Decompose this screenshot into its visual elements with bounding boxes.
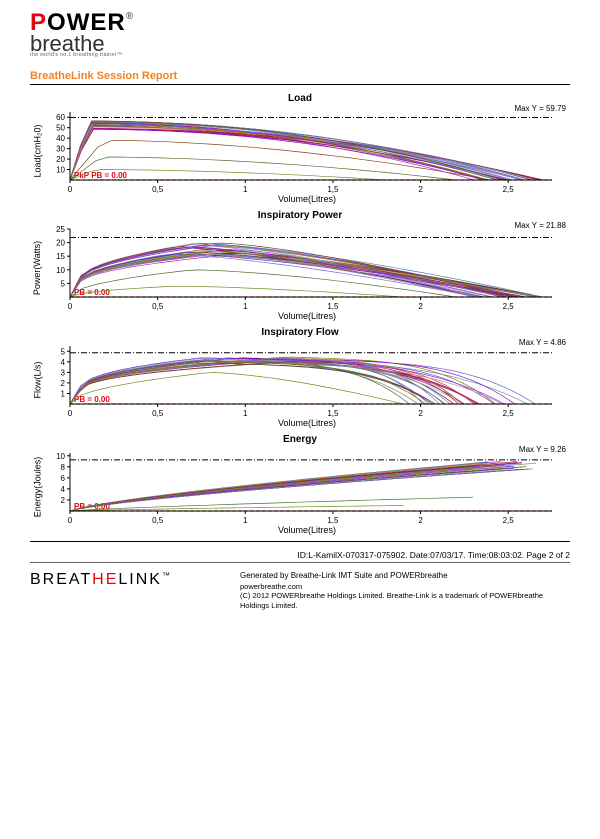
svg-text:1,5: 1,5 (327, 409, 339, 418)
chart-load: Load Load(cmH₂0) Max Y = 59.79 PkP PB = 0.0… (30, 93, 570, 204)
svg-text:2,5: 2,5 (503, 302, 515, 311)
svg-text:50: 50 (56, 124, 65, 133)
header: POWER® breathe the world's no.1 breathin… (0, 0, 600, 62)
svg-text:0,5: 0,5 (152, 409, 164, 418)
svg-text:5: 5 (61, 348, 66, 357)
footer-row: BREATHELINK™ Generated by Breathe-Link I… (0, 563, 600, 611)
footer-rule-top (30, 541, 570, 542)
svg-text:PkP PB = 0.00: PkP PB = 0.00 (74, 171, 128, 180)
svg-text:1,5: 1,5 (327, 302, 339, 311)
y-axis-label: Flow(L/s) (30, 340, 44, 420)
y-axis-label: Energy(Joules) (30, 447, 44, 527)
svg-text:25: 25 (56, 225, 65, 234)
y-axis-label: Load(cmH₂0) (30, 106, 44, 196)
chart-flow: Inspiratory FlowFlow(L/s)Max Y = 4.86PB … (30, 327, 570, 428)
logo-tagline: the world's no.1 breathing trainer™ (30, 53, 570, 58)
bl-logo-accent: HE (92, 571, 118, 588)
registered-mark: ® (126, 11, 134, 22)
svg-text:20: 20 (56, 155, 65, 164)
chart-title: Load (30, 93, 570, 104)
svg-text:1: 1 (61, 390, 66, 399)
svg-text:15: 15 (56, 253, 65, 262)
svg-text:0,5: 0,5 (152, 516, 164, 525)
max-y-label: Max Y = 21.88 (512, 221, 568, 230)
svg-text:2: 2 (418, 185, 423, 194)
svg-text:4: 4 (61, 358, 66, 367)
svg-text:2,5: 2,5 (503, 409, 515, 418)
svg-text:0: 0 (68, 516, 73, 525)
y-axis-label: Power(Watts) (30, 223, 44, 313)
svg-text:40: 40 (56, 134, 65, 143)
svg-text:3: 3 (61, 369, 66, 378)
footer-url: powerbreathe.com (240, 582, 570, 592)
svg-text:20: 20 (56, 239, 65, 248)
svg-text:0,5: 0,5 (152, 302, 164, 311)
svg-text:2: 2 (61, 496, 66, 505)
chart-title: Inspiratory Flow (30, 327, 570, 338)
chart-power: Inspiratory PowerPower(Watts)Max Y = 21.… (30, 210, 570, 321)
max-y-label: Max Y = 4.86 (517, 338, 568, 347)
footer-copyright: (C) 2012 POWERbreathe Holdings Limited. … (240, 591, 570, 611)
svg-text:1: 1 (243, 185, 248, 194)
max-y-label: Max Y = 9.26 (517, 445, 568, 454)
svg-text:5: 5 (61, 280, 66, 289)
footer-gen-line: Generated by Breathe-Link IMT Suite and … (240, 571, 570, 581)
svg-text:1: 1 (243, 516, 248, 525)
charts-container: Load Load(cmH₂0) Max Y = 59.79 PkP PB = 0.0… (0, 85, 600, 535)
svg-text:10: 10 (56, 452, 65, 461)
powerbreathe-logo: POWER® breathe the world's no.1 breathin… (30, 12, 570, 58)
chart-energy: EnergyEnergy(Joules)Max Y = 9.26PB = 0.0… (30, 434, 570, 535)
svg-text:2: 2 (418, 516, 423, 525)
svg-text:6: 6 (61, 474, 66, 483)
chart-title: Inspiratory Power (30, 210, 570, 221)
svg-text:PB = 0.00: PB = 0.00 (74, 288, 110, 297)
svg-text:1,5: 1,5 (327, 516, 339, 525)
svg-text:2: 2 (61, 379, 66, 388)
plot-area: Max Y = 9.26PB = 0.0024681000,511,522,5 (44, 447, 570, 527)
plot-area: Max Y = 21.88 PB = 0.00 5 10 15 20 25 0 0,5 1 1,5 2… (44, 223, 570, 313)
svg-text:1: 1 (243, 409, 248, 418)
svg-text:10: 10 (56, 166, 65, 175)
svg-text:0: 0 (68, 409, 73, 418)
bl-logo-part: LINK (118, 571, 162, 588)
svg-text:0: 0 (68, 185, 73, 194)
max-y-label: Max Y = 59.79 (512, 104, 568, 113)
svg-text:60: 60 (56, 114, 65, 123)
svg-text:10: 10 (56, 266, 65, 275)
svg-text:2,5: 2,5 (503, 516, 515, 525)
svg-text:2,5: 2,5 (503, 185, 515, 194)
bl-tm: ™ (162, 571, 172, 580)
footer-text: Generated by Breathe-Link IMT Suite and … (240, 571, 570, 611)
svg-text:0,5: 0,5 (152, 185, 164, 194)
footer-id-line: ID:L-KamilX-070317-075902. Date:07/03/17… (30, 550, 570, 560)
chart-title: Energy (30, 434, 570, 445)
svg-text:1: 1 (243, 302, 248, 311)
svg-text:8: 8 (61, 463, 66, 472)
svg-text:0: 0 (68, 302, 73, 311)
breathelink-logo: BREATHELINK™ (30, 571, 172, 589)
svg-text:2: 2 (418, 302, 423, 311)
plot-area: Max Y = 4.86PB = 0.001234500,511,522,5 (44, 340, 570, 420)
logo-row2: breathe (30, 34, 570, 54)
bl-logo-part: BREAT (30, 571, 92, 588)
svg-text:30: 30 (56, 145, 65, 154)
report-title: BreatheLink Session Report (30, 70, 570, 82)
svg-text:2: 2 (418, 409, 423, 418)
plot-area: Max Y = 59.79 PkP PB = 0.00 10 2030 405060 0 0… (44, 106, 570, 196)
svg-text:4: 4 (61, 485, 66, 494)
svg-text:1,5: 1,5 (327, 185, 339, 194)
